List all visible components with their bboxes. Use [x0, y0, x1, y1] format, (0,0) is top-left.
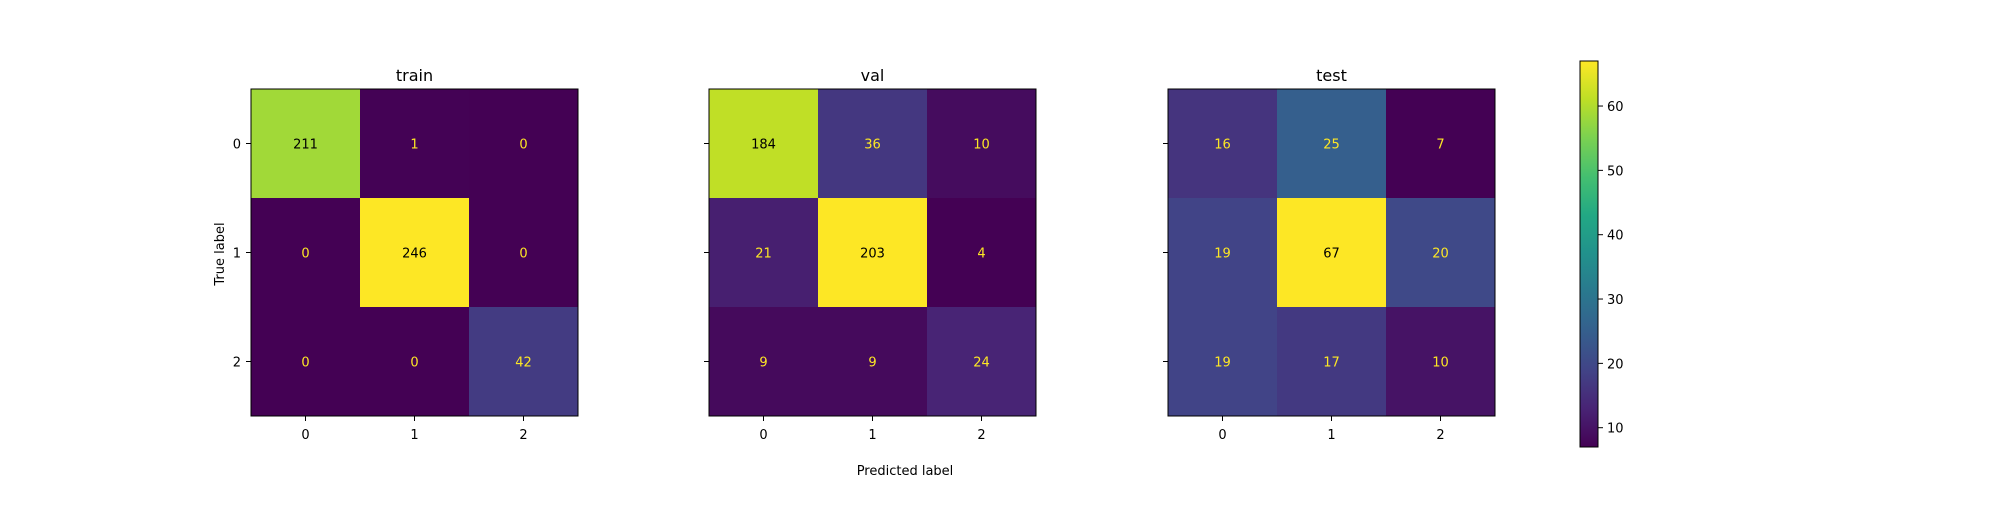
- heatmap-cell: [1386, 89, 1495, 198]
- heatmap-cell: [1277, 307, 1386, 416]
- colorbar-tick-label: 50: [1607, 164, 1624, 179]
- heatmap-cell: [1277, 198, 1386, 307]
- cell-value: 67: [1323, 247, 1340, 262]
- cell-value: 0: [301, 247, 309, 262]
- cell-value: 9: [759, 356, 767, 371]
- cell-value: 10: [1432, 356, 1449, 371]
- cell-value: 16: [1214, 138, 1231, 153]
- cell-value: 0: [301, 356, 309, 371]
- cell-value: 42: [515, 356, 532, 371]
- cell-value: 184: [751, 138, 776, 153]
- heatmap-cell: [1386, 198, 1495, 307]
- heatmap-cell: [818, 89, 927, 198]
- y-tick-label: 0: [233, 138, 241, 153]
- heatmap-cell: [251, 307, 360, 416]
- x-tick-label: 0: [1218, 428, 1226, 443]
- x-tick-label: 0: [301, 428, 309, 443]
- heatmap-cell: [1168, 89, 1277, 198]
- heatmap-cell: [927, 198, 1036, 307]
- heatmap-cell: [818, 198, 927, 307]
- cell-value: 17: [1323, 356, 1340, 371]
- x-tick-label: 2: [519, 428, 527, 443]
- colorbar-tick-label: 20: [1607, 357, 1624, 372]
- cell-value: 4: [977, 247, 985, 262]
- heatmap-cell: [469, 89, 578, 198]
- panel-title: train: [396, 66, 433, 85]
- heatmap-cell: [251, 89, 360, 198]
- x-tick-label: 2: [977, 428, 985, 443]
- panel-title: test: [1316, 66, 1347, 85]
- cell-value: 25: [1323, 138, 1340, 153]
- cell-value: 36: [864, 138, 881, 153]
- y-tick-label: 1: [233, 247, 241, 262]
- cell-value: 7: [1436, 138, 1444, 153]
- heatmap-cell: [1277, 89, 1386, 198]
- heatmap-cell: [360, 307, 469, 416]
- cell-value: 0: [519, 247, 527, 262]
- x-tick-label: 2: [1436, 428, 1444, 443]
- cell-value: 9: [868, 356, 876, 371]
- cell-value: 203: [860, 247, 885, 262]
- colorbar-tick-label: 10: [1607, 422, 1624, 437]
- heatmap-cell: [709, 89, 818, 198]
- colorbar-tick-label: 30: [1607, 293, 1624, 308]
- heatmap-cell: [1168, 307, 1277, 416]
- heatmap-cell: [709, 198, 818, 307]
- cell-value: 20: [1432, 247, 1449, 262]
- cell-value: 0: [410, 356, 418, 371]
- x-tick-label: 0: [759, 428, 767, 443]
- heatmap-cell: [360, 198, 469, 307]
- heatmap-cell: [469, 198, 578, 307]
- heatmap-cell: [251, 198, 360, 307]
- cell-value: 19: [1214, 247, 1231, 262]
- cell-value: 1: [410, 138, 418, 153]
- x-tick-label: 1: [868, 428, 876, 443]
- x-tick-label: 1: [410, 428, 418, 443]
- heatmap-cell: [927, 307, 1036, 416]
- panel-title: val: [861, 66, 885, 85]
- cell-value: 21: [755, 247, 772, 262]
- cell-value: 24: [973, 356, 990, 371]
- panel-test: 16 25 7 19 67 20 19 17 10 test 0 1 2: [1163, 66, 1496, 443]
- heatmap-cell: [709, 307, 818, 416]
- cell-value: 246: [402, 247, 427, 262]
- panel-val: 184 36 10 21 203 4 9 9 24 val 0 1 2: [704, 66, 1037, 443]
- x-tick-label: 1: [1327, 428, 1335, 443]
- panel-train: 211 1 0 0 246 0 0 0 42 train 0 1 2 0 1 2: [233, 66, 579, 443]
- cell-value: 19: [1214, 356, 1231, 371]
- y-tick-label: 2: [233, 356, 241, 371]
- colorbar-tick-label: 40: [1607, 229, 1624, 244]
- heatmap-cell: [469, 307, 578, 416]
- heatmap-cell: [818, 307, 927, 416]
- heatmap-cell: [927, 89, 1036, 198]
- colorbar: 10 20 30 40 50 60: [1579, 60, 1624, 448]
- heatmap-cell: [1168, 198, 1277, 307]
- x-axis-label: Predicted label: [857, 464, 954, 479]
- y-axis-label: True label: [213, 222, 228, 286]
- heatmap-cell: [360, 89, 469, 198]
- cell-value: 10: [973, 138, 990, 153]
- colorbar-gradient: [1579, 60, 1599, 448]
- colorbar-tick-label: 60: [1607, 100, 1624, 115]
- heatmap-cell: [1386, 307, 1495, 416]
- cell-value: 0: [519, 138, 527, 153]
- cell-value: 211: [293, 138, 318, 153]
